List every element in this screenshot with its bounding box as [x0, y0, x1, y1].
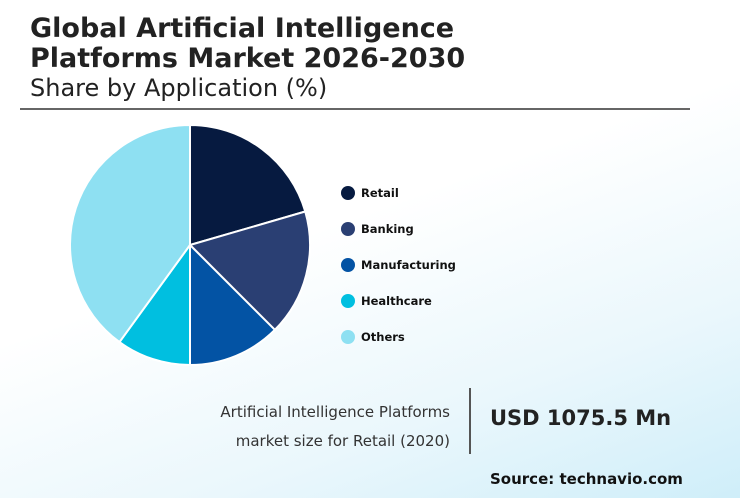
chart-subtitle: Share by Application (%) [30, 74, 328, 102]
legend-item-banking: Banking [341, 211, 456, 247]
callout-line-2: market size for Retail (2020) [235, 432, 450, 450]
callout-description: Artificial Intelligence Platforms market … [220, 398, 450, 456]
legend-swatch [341, 222, 355, 236]
divider [20, 108, 690, 110]
pie-slice-banking [188, 210, 311, 332]
pie-slice-others [69, 123, 191, 344]
legend-swatch [341, 294, 355, 308]
chart-title: Global Artificial Intelligence Platforms … [30, 14, 465, 74]
legend-swatch [341, 330, 355, 344]
callout-divider [469, 388, 471, 454]
title-line-2: Platforms Market 2026-2030 [30, 43, 466, 74]
legend-label: Banking [361, 222, 414, 236]
legend-label: Retail [361, 186, 399, 200]
title-line-1: Global Artificial Intelligence [30, 13, 455, 44]
legend-item-others: Others [341, 319, 456, 355]
callout-line-1: Artificial Intelligence Platforms [220, 403, 450, 421]
legend-item-healthcare: Healthcare [341, 283, 456, 319]
legend: Retail Banking Manufacturing Healthcare Othe… [341, 175, 456, 355]
legend-label: Healthcare [361, 294, 432, 308]
callout-value: USD 1075.5 Mn [490, 406, 672, 430]
pie-slice-manufacturing [189, 242, 277, 367]
legend-swatch [341, 186, 355, 200]
legend-swatch [341, 258, 355, 272]
legend-label: Others [361, 330, 405, 344]
legend-item-retail: Retail [341, 175, 456, 211]
pie-slice-retail [189, 123, 307, 247]
legend-label: Manufacturing [361, 258, 456, 272]
pie-slice-healthcare [118, 241, 191, 367]
legend-item-manufacturing: Manufacturing [341, 247, 456, 283]
source-label: Source: technavio.com [490, 470, 683, 488]
